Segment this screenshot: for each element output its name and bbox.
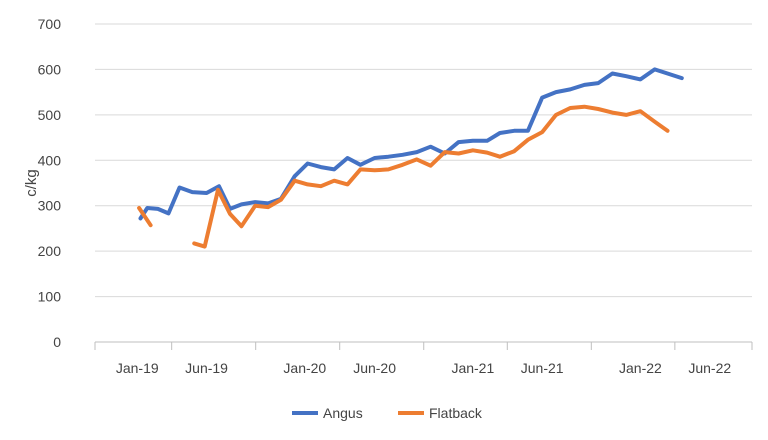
legend: Angus Flatback [292, 405, 483, 421]
x-tick-label: Jun-19 [185, 360, 228, 376]
y-tick-label: 100 [38, 289, 62, 305]
y-tick-label: 500 [38, 107, 62, 123]
x-tick-label: Jan-22 [619, 360, 662, 376]
x-axis-tick-labels: Jan-19 Jun-19 Jan-20 Jun-20 Jan-21 Jun-21 Jan-… [116, 360, 732, 376]
y-tick-label: 0 [53, 334, 61, 350]
series-line-angus [138, 67, 684, 221]
x-tick-label: Jan-20 [283, 360, 326, 376]
y-axis-tick-labels: 0 100 200 300 400 500 600 700 [38, 16, 62, 350]
legend-label: Flatback [429, 405, 483, 421]
x-tick-label: Jan-21 [451, 360, 494, 376]
gridlines [95, 23, 752, 298]
x-tick-label: Jun-21 [521, 360, 564, 376]
x-axis [94, 341, 753, 350]
legend-label: Angus [323, 405, 363, 421]
x-tick-label: Jan-19 [116, 360, 159, 376]
y-tick-label: 700 [38, 16, 62, 32]
y-tick-label: 600 [38, 61, 62, 77]
y-tick-label: 400 [38, 152, 62, 168]
x-tick-label: Jun-22 [688, 360, 731, 376]
y-tick-label: 200 [38, 243, 62, 259]
series-line-flatback [192, 104, 670, 249]
y-axis-title: c/kg [23, 169, 40, 197]
series-line-flatback [137, 206, 153, 228]
y-tick-label: 300 [38, 198, 62, 214]
x-tick-label: Jun-20 [353, 360, 396, 376]
series-lines [137, 67, 684, 249]
